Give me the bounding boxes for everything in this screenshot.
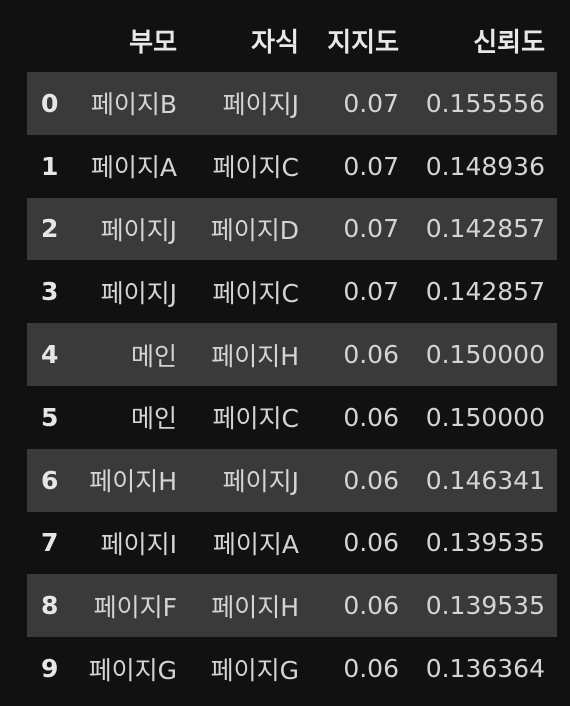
table-row: 9 페이지G 페이지G 0.06 0.136364 bbox=[27, 637, 557, 700]
parent-cell: 페이지F bbox=[93, 592, 177, 622]
confidence-cell: 0.139535 bbox=[425, 528, 545, 558]
dataframe-table: 부모 자식 지지도 신뢰도 0 페이지B 페이지J 0.07 0.155556 … bbox=[27, 8, 557, 700]
child-cell: 페이지D bbox=[210, 215, 299, 245]
confidence-cell: 0.139535 bbox=[425, 591, 545, 621]
confidence-cell: 0.142857 bbox=[425, 214, 545, 244]
parent-cell: 페이지H bbox=[89, 467, 177, 497]
support-cell: 0.07 bbox=[343, 151, 399, 181]
table-header: 부모 자식 지지도 신뢰도 bbox=[27, 8, 557, 72]
confidence-cell: 0.150000 bbox=[425, 340, 545, 370]
row-index: 5 bbox=[41, 402, 59, 432]
confidence-cell: 0.146341 bbox=[425, 465, 545, 495]
table-body: 0 페이지B 페이지J 0.07 0.155556 1 페이지A 페이지C 0.… bbox=[27, 72, 557, 700]
parent-cell: 메인 bbox=[130, 341, 177, 371]
child-cell: 페이지H bbox=[211, 592, 299, 622]
support-cell: 0.06 bbox=[343, 465, 399, 495]
table-row: 5 메인 페이지C 0.06 0.150000 bbox=[27, 385, 557, 449]
child-cell: 페이지J bbox=[222, 90, 299, 120]
confidence-cell: 0.142857 bbox=[425, 277, 545, 307]
table-row: 7 페이지I 페이지A 0.06 0.139535 bbox=[27, 511, 557, 575]
parent-cell: 페이지J bbox=[100, 278, 177, 308]
header-row: 부모 자식 지지도 신뢰도 bbox=[27, 8, 557, 72]
child-column-header: 자식 bbox=[251, 27, 299, 58]
table-row: 3 페이지J 페이지C 0.07 0.142857 bbox=[27, 260, 557, 324]
parent-column-header: 부모 bbox=[129, 27, 177, 58]
support-cell: 0.06 bbox=[343, 654, 399, 684]
support-cell: 0.06 bbox=[343, 402, 399, 432]
child-cell: 페이지C bbox=[212, 278, 299, 308]
child-cell: 페이지J bbox=[222, 467, 299, 497]
child-cell: 페이지G bbox=[210, 655, 299, 685]
row-index: 4 bbox=[41, 340, 59, 370]
row-index: 0 bbox=[41, 88, 59, 118]
child-cell: 페이지C bbox=[212, 153, 299, 183]
support-column-header: 지지도 bbox=[327, 27, 399, 58]
index-column-header bbox=[27, 8, 77, 72]
confidence-cell: 0.150000 bbox=[425, 402, 545, 432]
confidence-cell: 0.155556 bbox=[425, 88, 545, 118]
support-cell: 0.07 bbox=[343, 88, 399, 118]
child-cell: 페이지A bbox=[212, 529, 299, 559]
table-row: 8 페이지F 페이지H 0.06 0.139535 bbox=[27, 574, 557, 638]
table-row: 2 페이지J 페이지D 0.07 0.142857 bbox=[27, 197, 557, 261]
parent-cell: 페이지J bbox=[100, 215, 177, 245]
row-index: 3 bbox=[41, 277, 59, 307]
child-cell: 페이지H bbox=[211, 341, 299, 371]
support-cell: 0.07 bbox=[343, 277, 399, 307]
row-index: 6 bbox=[41, 465, 59, 495]
confidence-cell: 0.148936 bbox=[425, 151, 545, 181]
parent-cell: 페이지I bbox=[100, 529, 177, 559]
row-index: 2 bbox=[41, 214, 59, 244]
table-row: 1 페이지A 페이지C 0.07 0.148936 bbox=[27, 134, 557, 198]
support-cell: 0.07 bbox=[343, 214, 399, 244]
parent-cell: 페이지A bbox=[90, 153, 177, 183]
support-cell: 0.06 bbox=[343, 528, 399, 558]
parent-cell: 페이지B bbox=[90, 90, 177, 120]
row-index: 8 bbox=[41, 591, 59, 621]
table-row: 4 메인 페이지H 0.06 0.150000 bbox=[27, 323, 557, 386]
support-cell: 0.06 bbox=[343, 340, 399, 370]
table-row: 0 페이지B 페이지J 0.07 0.155556 bbox=[27, 72, 557, 135]
parent-cell: 페이지G bbox=[88, 655, 177, 685]
row-index: 9 bbox=[41, 654, 59, 684]
table-row: 6 페이지H 페이지J 0.06 0.146341 bbox=[27, 448, 557, 512]
parent-cell: 메인 bbox=[130, 404, 177, 434]
row-index: 1 bbox=[41, 151, 59, 181]
row-index: 7 bbox=[41, 528, 59, 558]
child-cell: 페이지C bbox=[212, 404, 299, 434]
confidence-column-header: 신뢰도 bbox=[473, 27, 545, 58]
support-cell: 0.06 bbox=[343, 591, 399, 621]
confidence-cell: 0.136364 bbox=[425, 654, 545, 684]
